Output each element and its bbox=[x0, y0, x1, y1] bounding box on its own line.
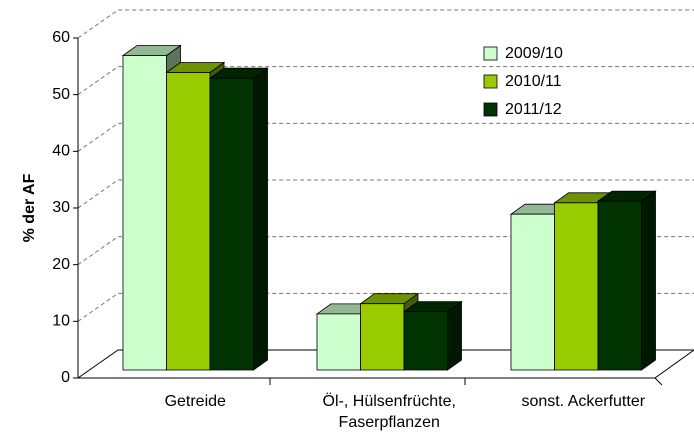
bar-side bbox=[447, 300, 462, 371]
legend-swatch bbox=[483, 74, 498, 89]
grid-line bbox=[77, 66, 694, 96]
bar bbox=[402, 300, 463, 371]
legend-label: 2009/10 bbox=[505, 45, 563, 62]
grid-line bbox=[77, 179, 694, 209]
x-tick-label: Getreide bbox=[164, 393, 226, 410]
y-tick-label: 60 bbox=[52, 29, 70, 46]
bar-front bbox=[403, 311, 448, 371]
y-tick-label: 10 bbox=[52, 313, 70, 330]
grid-line bbox=[77, 122, 694, 152]
bar-front bbox=[209, 77, 254, 371]
bar-side bbox=[641, 190, 656, 371]
y-tick-label: 20 bbox=[52, 256, 70, 273]
legend-label: 2011/12 bbox=[505, 101, 562, 118]
bar-front bbox=[597, 200, 642, 371]
y-axis-label: % der AF bbox=[21, 173, 38, 242]
bar-front bbox=[166, 72, 211, 371]
legend-swatch bbox=[483, 46, 498, 61]
bar bbox=[596, 190, 657, 371]
y-tick-label: 30 bbox=[52, 199, 70, 216]
bar-front bbox=[316, 313, 361, 371]
grid-line bbox=[77, 236, 694, 266]
bar-side bbox=[253, 67, 268, 371]
x-tick-label: sonst. Ackerfutter bbox=[521, 393, 646, 410]
bar-front bbox=[510, 213, 555, 371]
floor bbox=[76, 349, 694, 379]
bar-front bbox=[122, 55, 167, 371]
x-tick bbox=[654, 377, 663, 386]
x-tick-label: Öl-, Hülsenfrüchte, Faserpflanzen bbox=[322, 393, 456, 431]
legend-label: 2010/11 bbox=[505, 73, 562, 90]
y-tick-label: 50 bbox=[52, 86, 70, 103]
bar bbox=[553, 192, 614, 371]
bar bbox=[208, 67, 269, 371]
grid-line bbox=[77, 9, 694, 39]
y-tick-label: 0 bbox=[61, 369, 70, 386]
y-tick-label: 40 bbox=[52, 143, 70, 160]
bar-front bbox=[360, 303, 405, 371]
bar-front bbox=[554, 202, 599, 371]
grid-line bbox=[77, 292, 694, 322]
legend-swatch bbox=[483, 102, 498, 117]
